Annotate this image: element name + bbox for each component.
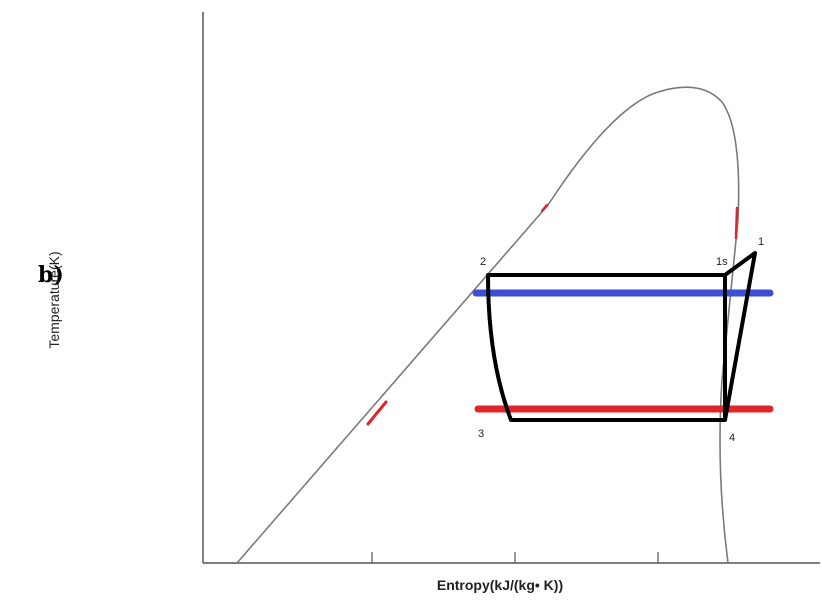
saturation-dome — [236, 86, 740, 564]
x-axis-label: Entropy(kJ/(kg• K)) — [436, 577, 564, 593]
point-label-1s: 1s — [716, 256, 728, 268]
red-mark — [366, 400, 388, 426]
point-label-4: 4 — [729, 432, 735, 444]
point-label-3: 3 — [478, 428, 484, 440]
red-mark — [734, 206, 739, 240]
point-label-1: 1 — [758, 236, 764, 248]
red-mark — [540, 203, 549, 213]
actual-compression-path — [723, 251, 757, 421]
cycle-path — [486, 273, 727, 422]
point-label-2: 2 — [480, 256, 486, 268]
part-label: b) — [38, 262, 64, 288]
